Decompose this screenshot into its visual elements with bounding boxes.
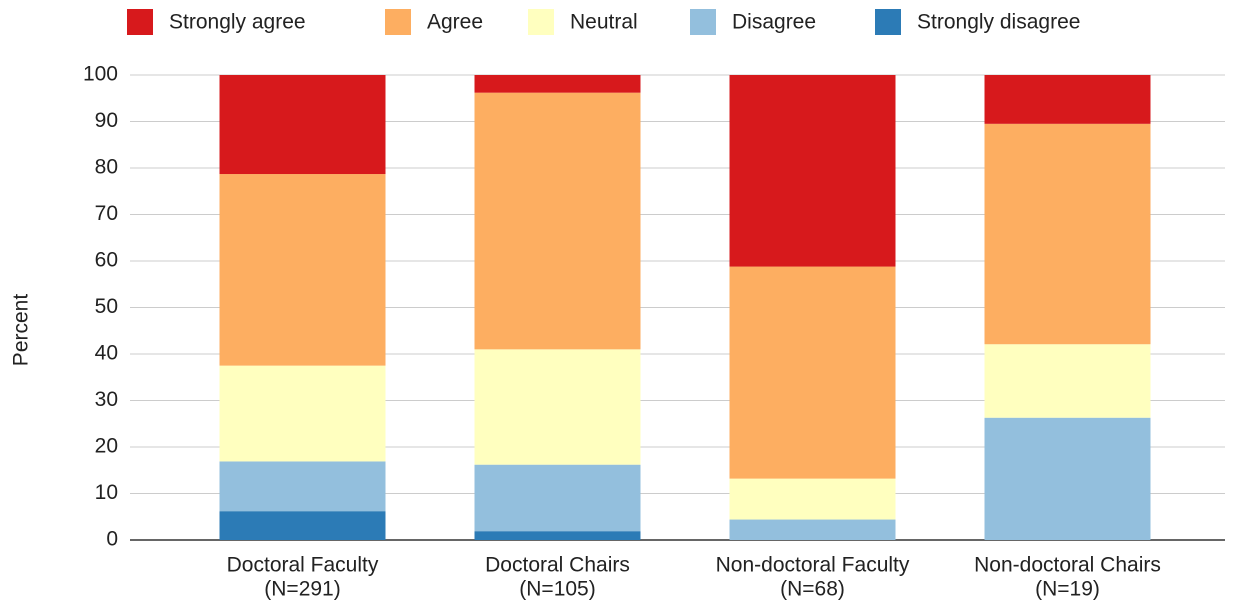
x-tick-label: (N=105) — [519, 578, 595, 601]
legend-label: Strongly agree — [169, 11, 306, 34]
legend-label: Agree — [427, 11, 483, 34]
legend-swatch — [875, 9, 901, 35]
x-tick-label: (N=19) — [1035, 578, 1100, 601]
bar-segment — [984, 344, 1151, 418]
y-tick-label: 50 — [95, 295, 118, 318]
bar-segment — [474, 464, 641, 532]
bar-segment — [219, 174, 386, 366]
bar-segment — [729, 519, 896, 540]
bar-segment — [984, 123, 1151, 345]
bar-segment — [729, 478, 896, 520]
y-tick-label: 0 — [106, 528, 118, 551]
y-tick-label: 100 — [83, 63, 118, 86]
bar-segment — [219, 461, 386, 512]
x-tick-label: (N=291) — [264, 578, 340, 601]
legend-swatch — [127, 9, 153, 35]
legend-label: Neutral — [570, 11, 638, 34]
x-tick-label: Non-doctoral Faculty — [716, 554, 910, 577]
bar-segment — [984, 417, 1151, 540]
bar-segment — [219, 511, 386, 540]
bar-segment — [474, 92, 641, 350]
legend-label: Disagree — [732, 11, 816, 34]
legend-swatch — [385, 9, 411, 35]
bar-segment — [219, 75, 386, 175]
y-axis-label: Percent — [10, 294, 33, 367]
y-tick-label: 40 — [95, 342, 118, 365]
x-tick-label: Non-doctoral Chairs — [974, 554, 1161, 577]
x-tick-label: Doctoral Faculty — [227, 554, 379, 577]
bar-segment — [474, 531, 641, 540]
y-tick-label: 90 — [95, 109, 118, 132]
bar-segment — [219, 365, 386, 462]
y-tick-label: 70 — [95, 202, 118, 225]
y-tick-label: 10 — [95, 481, 118, 504]
legend-swatch — [528, 9, 554, 35]
legend-label: Strongly disagree — [917, 11, 1080, 34]
bar-segment — [474, 75, 641, 93]
y-tick-label: 80 — [95, 156, 118, 179]
bar-segment — [729, 266, 896, 479]
y-tick-label: 60 — [95, 249, 118, 272]
bar-segment — [474, 349, 641, 465]
bar-segment — [729, 75, 896, 267]
bar-segment — [984, 75, 1151, 124]
y-tick-label: 30 — [95, 388, 118, 411]
x-tick-label: Doctoral Chairs — [485, 554, 630, 577]
legend-swatch — [690, 9, 716, 35]
y-tick-label: 20 — [95, 435, 118, 458]
x-tick-label: (N=68) — [780, 578, 845, 601]
